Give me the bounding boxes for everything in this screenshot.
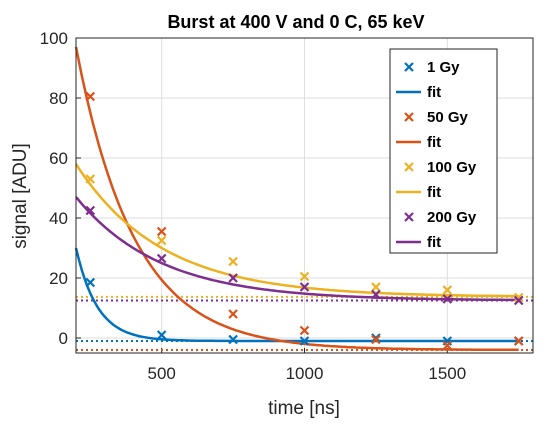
marker-stroke [404, 212, 414, 222]
x-tick-label: 1000 [286, 364, 324, 383]
legend-label: 1 Gy [427, 59, 460, 76]
data-point [442, 294, 453, 304]
fit-curve [74, 247, 519, 343]
legend-marker [404, 212, 414, 222]
legend: 1 Gy fit 50 Gy fit 100 Gy fit 200 Gy fit [389, 48, 498, 254]
marker-stroke [442, 340, 453, 351]
marker-stroke [513, 292, 524, 303]
marker-stroke [228, 273, 238, 283]
data-point [85, 277, 96, 288]
x-tick-label: 1500 [428, 364, 466, 383]
legend-label: fit [427, 234, 441, 251]
data-point [513, 336, 524, 346]
legend-label: fit [427, 84, 441, 101]
legend-marker [404, 112, 414, 122]
marker-stroke [299, 336, 310, 346]
legend-label: fit [427, 184, 441, 201]
marker-stroke [299, 325, 310, 336]
marker-stroke [85, 277, 96, 288]
data-point [85, 174, 96, 184]
data-point [299, 282, 310, 292]
data-point [442, 340, 453, 351]
legend-marker [404, 162, 414, 172]
fit-curve [74, 46, 519, 352]
y-tick-label: 60 [49, 149, 68, 168]
x-tick-label: 500 [148, 364, 176, 383]
data-point [156, 235, 167, 246]
marker-stroke [442, 285, 453, 295]
data-point [299, 271, 310, 282]
data-point [371, 282, 381, 292]
data-point [371, 289, 381, 300]
data-point [156, 330, 167, 340]
data-point [156, 226, 167, 237]
marker-stroke [371, 289, 381, 300]
data-point [228, 309, 238, 319]
y-tick-label: 20 [49, 269, 68, 288]
data-points [85, 91, 524, 351]
marker-stroke [299, 271, 310, 282]
data-point [442, 285, 453, 295]
marker-stroke [299, 282, 310, 292]
fit-curve [75, 196, 519, 302]
marker-stroke [371, 334, 381, 345]
marker-stroke [156, 226, 167, 237]
marker-stroke [156, 235, 167, 246]
marker-stroke [513, 295, 524, 306]
marker-stroke [404, 62, 414, 72]
data-point [371, 334, 381, 345]
data-point [513, 292, 524, 303]
marker-stroke [228, 256, 238, 267]
marker-stroke [85, 205, 96, 216]
y-tick-label: 80 [49, 89, 68, 108]
marker-stroke [442, 294, 453, 304]
data-point [513, 295, 524, 306]
marker-stroke [85, 91, 96, 102]
x-axis-title: time [ns] [268, 398, 340, 419]
plot-frame [75, 37, 534, 354]
marker-stroke [513, 336, 524, 346]
data-point [228, 334, 238, 345]
marker-stroke [156, 253, 167, 264]
y-axis-title: signal [ADU] [10, 143, 31, 249]
data-point [228, 256, 238, 267]
chart-title: Burst at 400 V and 0 C, 65 keV [167, 12, 424, 32]
y-tick-label: 40 [49, 209, 68, 228]
tick-labels: 500 1000 1500 0 20 40 60 80 100 [40, 29, 467, 383]
marker-stroke [371, 282, 381, 292]
y-tick-label: 0 [59, 329, 68, 348]
legend-label: fit [427, 134, 441, 151]
marker-stroke [228, 309, 238, 319]
data-point [299, 325, 310, 336]
data-point [85, 205, 96, 216]
legend-label: 50 Gy [427, 109, 469, 126]
legend-label: 200 Gy [427, 209, 477, 226]
data-point [228, 273, 238, 283]
legend-label: 100 Gy [427, 159, 477, 176]
marker-stroke [404, 112, 414, 122]
data-point [85, 91, 96, 102]
marker-stroke [228, 334, 238, 345]
legend-marker [404, 62, 414, 72]
marker-stroke [85, 174, 96, 184]
y-tick-label: 100 [40, 29, 68, 48]
data-point [299, 336, 310, 346]
marker-stroke [404, 162, 414, 172]
data-point [156, 253, 167, 264]
marker-stroke [156, 330, 167, 340]
